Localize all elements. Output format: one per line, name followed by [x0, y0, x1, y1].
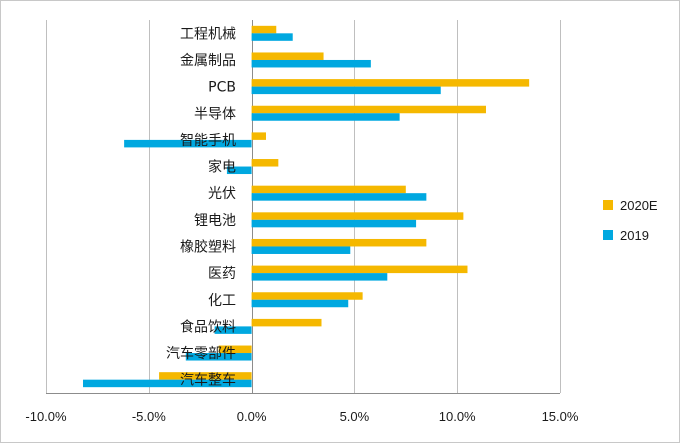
- bar-2020e-5: [251, 159, 279, 167]
- category-label: 半导体: [194, 106, 236, 122]
- legend-label-2019: 2019: [620, 228, 649, 243]
- bar-2019-13: [83, 379, 252, 388]
- bar-2020e-8: [251, 238, 427, 247]
- bar-2020e-7: [251, 212, 464, 220]
- x-tick-labels: -10.0% -5.0% 0.0% 5.0% 10.0% 15.0%: [25, 409, 578, 424]
- bar-2019-5: [226, 166, 252, 175]
- bar-2019-0: [251, 33, 293, 41]
- bar-2019-11: [214, 326, 252, 334]
- x-tick-label: -5.0%: [132, 409, 166, 424]
- x-tick-label: 0.0%: [237, 409, 267, 424]
- category-label: 锂电池: [194, 213, 236, 229]
- category-label: 汽车整车: [180, 372, 236, 389]
- bar-2020e-9: [251, 265, 468, 274]
- bar-2019-10: [251, 299, 349, 308]
- bar-2020e-0: [251, 25, 277, 34]
- category-label: 化工: [208, 293, 236, 309]
- category-label: PCB: [208, 80, 236, 96]
- bar-2019-8: [251, 246, 351, 254]
- x-tick-label: 5.0%: [340, 409, 370, 424]
- legend-label-2020e: 2020E: [620, 198, 658, 213]
- bar-2020e-4: [251, 132, 266, 140]
- legend-swatch-2020e: [603, 200, 613, 210]
- category-label: 金属制品: [180, 53, 236, 69]
- category-label: 光伏: [208, 186, 236, 202]
- bar-2020e-13: [159, 372, 252, 380]
- bar-2019-9: [251, 273, 388, 281]
- category-label: 智能手机: [180, 133, 236, 149]
- category-label: 橡胶塑料: [180, 238, 236, 255]
- x-tick-label: 15.0%: [542, 409, 579, 424]
- x-tick-label: -10.0%: [25, 409, 67, 424]
- legend-swatch-2019: [603, 230, 613, 240]
- category-label: 工程机械: [180, 26, 236, 42]
- bar-2020e-10: [251, 292, 363, 300]
- bar-2019-3: [251, 113, 400, 121]
- bar-2020e-2: [251, 79, 530, 87]
- bar-2020e-1: [251, 52, 324, 60]
- bar-2020e-12: [218, 345, 252, 354]
- bar-2020e-6: [251, 185, 406, 194]
- bar-2019-6: [251, 193, 427, 201]
- bar-2020e-11: [251, 318, 322, 327]
- bar-2020e-3: [251, 105, 486, 114]
- bar-2019-2: [251, 86, 441, 95]
- bar-2019-12: [185, 353, 252, 361]
- legend: 2020E 2019: [603, 198, 658, 243]
- bar-2019-7: [251, 219, 417, 228]
- category-label: 汽车零部件: [166, 345, 236, 362]
- bar-2019-4: [124, 139, 252, 148]
- bar-2019-1: [251, 59, 371, 68]
- category-label: 家电: [208, 159, 236, 176]
- x-tick-label: 10.0%: [439, 409, 476, 424]
- category-label: 食品饮料: [180, 318, 236, 335]
- category-label: 医药: [208, 266, 236, 282]
- bars: [83, 25, 530, 388]
